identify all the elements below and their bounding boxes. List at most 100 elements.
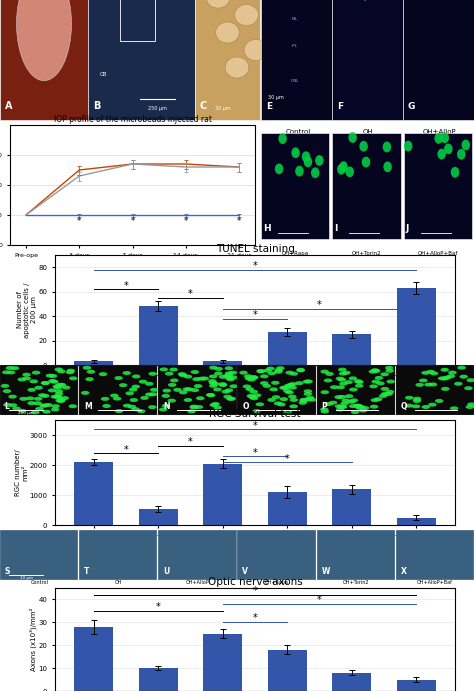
Bar [332, 133, 401, 239]
Text: I: I [335, 224, 338, 233]
Ellipse shape [119, 383, 128, 387]
Ellipse shape [55, 392, 64, 396]
Ellipse shape [132, 375, 140, 379]
Ellipse shape [354, 379, 362, 384]
Ellipse shape [8, 395, 17, 399]
Ellipse shape [191, 388, 199, 392]
Ellipse shape [348, 132, 357, 143]
Text: OH+AlloP+Baf: OH+AlloP+Baf [418, 251, 458, 256]
Ellipse shape [35, 407, 44, 411]
Ellipse shape [337, 385, 345, 389]
Text: *: * [124, 281, 128, 291]
Ellipse shape [150, 388, 159, 392]
Ellipse shape [62, 386, 71, 390]
Ellipse shape [440, 368, 449, 372]
Ellipse shape [451, 167, 459, 178]
Ellipse shape [315, 155, 324, 166]
Ellipse shape [290, 372, 298, 376]
Ellipse shape [192, 377, 201, 381]
Ellipse shape [435, 399, 444, 403]
Title: Optic nerve axons: Optic nerve axons [208, 577, 302, 587]
Ellipse shape [185, 388, 193, 391]
Ellipse shape [225, 371, 233, 375]
Ellipse shape [285, 370, 294, 375]
Ellipse shape [187, 409, 196, 413]
Ellipse shape [248, 395, 257, 399]
Bar [203, 634, 242, 691]
Ellipse shape [167, 399, 176, 403]
Ellipse shape [173, 388, 182, 392]
Ellipse shape [255, 402, 264, 406]
Bar [195, 0, 260, 120]
Text: IPL: IPL [292, 44, 298, 48]
Ellipse shape [260, 381, 269, 385]
Bar [79, 530, 157, 580]
Ellipse shape [82, 366, 91, 370]
Ellipse shape [11, 366, 19, 370]
Ellipse shape [467, 402, 474, 406]
Ellipse shape [300, 398, 308, 401]
Ellipse shape [284, 410, 292, 414]
Ellipse shape [196, 396, 205, 400]
Ellipse shape [271, 381, 280, 385]
OHT [183, 160, 189, 168]
Text: OH: OH [115, 580, 122, 585]
Ellipse shape [386, 390, 394, 394]
Ellipse shape [246, 394, 255, 398]
Ellipse shape [66, 369, 75, 372]
Ellipse shape [219, 383, 228, 387]
Ellipse shape [381, 387, 389, 391]
Ellipse shape [424, 383, 433, 386]
Ellipse shape [190, 405, 198, 408]
Ellipse shape [421, 371, 430, 375]
Text: *: * [188, 437, 193, 448]
Ellipse shape [179, 390, 187, 395]
Ellipse shape [296, 368, 305, 372]
Ellipse shape [114, 376, 123, 380]
Ellipse shape [356, 406, 364, 410]
Ellipse shape [137, 409, 146, 413]
Ellipse shape [337, 395, 346, 399]
Ellipse shape [362, 157, 370, 167]
Bar [74, 627, 113, 691]
Ellipse shape [252, 409, 261, 413]
Ellipse shape [163, 388, 171, 392]
Ellipse shape [464, 386, 473, 390]
Text: *: * [253, 310, 257, 320]
Ellipse shape [329, 401, 337, 405]
Ellipse shape [209, 381, 217, 385]
Ellipse shape [450, 406, 458, 410]
Ellipse shape [18, 409, 27, 413]
Ellipse shape [3, 389, 11, 393]
Ellipse shape [320, 390, 329, 394]
Text: P: P [321, 402, 327, 411]
Ellipse shape [61, 396, 69, 400]
Ellipse shape [27, 388, 36, 392]
Ellipse shape [53, 385, 61, 388]
Ellipse shape [260, 375, 269, 379]
Ellipse shape [320, 408, 328, 411]
Text: F: F [337, 102, 343, 111]
Ellipse shape [311, 167, 319, 178]
Y-axis label: Axons (x10³)/mm²: Axons (x10³)/mm² [29, 608, 37, 671]
Ellipse shape [412, 404, 420, 408]
Ellipse shape [223, 395, 232, 399]
Ellipse shape [209, 375, 218, 379]
Ellipse shape [148, 372, 157, 376]
Ellipse shape [55, 399, 64, 403]
Ellipse shape [160, 368, 168, 371]
Ellipse shape [126, 391, 134, 395]
Ellipse shape [404, 141, 412, 151]
Ellipse shape [54, 395, 62, 398]
Ellipse shape [466, 378, 474, 382]
Bar [261, 0, 332, 120]
AlloP [23, 211, 29, 219]
Ellipse shape [383, 162, 392, 172]
Text: *: * [77, 217, 82, 226]
Ellipse shape [122, 371, 131, 375]
Ellipse shape [441, 387, 449, 391]
Bar [317, 365, 395, 415]
Text: INL: INL [292, 17, 298, 21]
Ellipse shape [58, 383, 66, 387]
Ellipse shape [369, 384, 378, 388]
